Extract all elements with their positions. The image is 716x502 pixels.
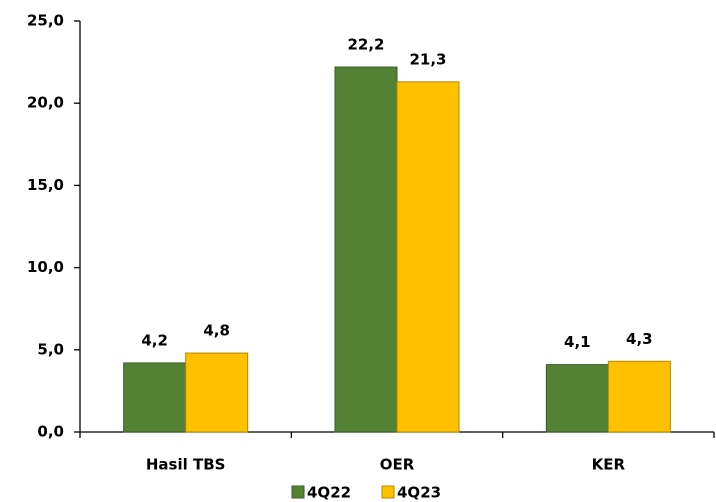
value-label: 4,3	[626, 330, 653, 348]
y-tick-label: 0,0	[37, 423, 64, 441]
bar	[123, 362, 187, 433]
bar	[396, 81, 460, 433]
y-tick-label: 25,0	[27, 12, 64, 30]
bar	[607, 360, 671, 433]
legend-label: 4Q22	[307, 484, 351, 502]
bar	[185, 352, 249, 433]
value-label: 21,3	[409, 50, 446, 68]
legend-swatch	[381, 485, 395, 499]
y-tick-label: 5,0	[37, 340, 64, 358]
y-tick-label: 20,0	[27, 94, 64, 112]
bar	[545, 364, 609, 433]
value-label: 4,8	[203, 322, 230, 340]
value-label: 4,2	[141, 331, 168, 349]
x-tick-label: OER	[380, 456, 415, 474]
legend-label: 4Q23	[397, 484, 441, 502]
bar	[334, 66, 398, 433]
x-tick-label: Hasil TBS	[146, 456, 226, 474]
legend-swatch	[291, 485, 305, 499]
x-tick-label: KER	[592, 456, 626, 474]
y-tick-label: 10,0	[27, 258, 64, 276]
y-tick-label: 15,0	[27, 176, 64, 194]
value-label: 22,2	[347, 36, 384, 54]
value-label: 4,1	[564, 333, 591, 351]
